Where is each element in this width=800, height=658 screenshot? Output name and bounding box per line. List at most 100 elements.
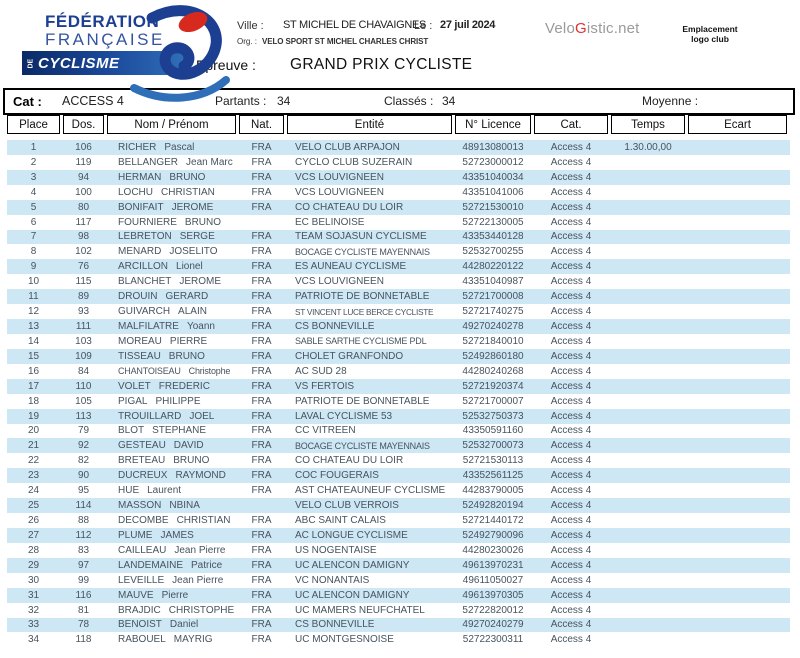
cell-nationality: FRA bbox=[251, 141, 272, 153]
cell-nom-prenom: CAILLEAU Jean Pierre bbox=[107, 545, 236, 556]
cell-nom-prenom: RICHER Pascal bbox=[107, 142, 236, 153]
rider-firstname: CHRISTIAN bbox=[176, 515, 231, 526]
rider-surname: LANDEMAINE bbox=[118, 559, 184, 571]
rider-surname: PIGAL bbox=[118, 395, 148, 407]
rider-firstname: DAVID bbox=[173, 440, 204, 452]
cell-licence: 49613970231 bbox=[462, 559, 524, 571]
cell-category: Access 4 bbox=[550, 350, 592, 362]
cell-place: 12 bbox=[27, 306, 40, 318]
table-row: 32 81 BRAJDIC CHRISTOPHE FRA UC MAMERS N… bbox=[7, 603, 790, 618]
rider-firstname: Lionel bbox=[176, 261, 203, 273]
cell-category: Access 4 bbox=[550, 365, 592, 377]
cell-licence: 43350591160 bbox=[462, 425, 524, 437]
cell-category: Access 4 bbox=[550, 141, 592, 153]
cell-licence: 52532700255 bbox=[462, 246, 524, 258]
rider-firstname: BRUNO bbox=[173, 455, 210, 467]
table-row: 29 97 LANDEMAINE Patrice FRA UC ALENCON … bbox=[7, 557, 790, 573]
rider-surname: DECOMBE bbox=[118, 515, 169, 526]
cell-club: UC MAMERS NEUFCHATEL bbox=[295, 604, 425, 616]
cell-dossard: 76 bbox=[77, 261, 90, 273]
cell-category: Access 4 bbox=[550, 395, 592, 407]
cell-licence: 49611050027 bbox=[462, 574, 524, 586]
cell-place: 13 bbox=[27, 321, 40, 333]
rider-surname: BLOT bbox=[118, 425, 145, 437]
cell-place: 16 bbox=[27, 365, 40, 377]
cell-place: 17 bbox=[27, 380, 40, 392]
rider-firstname: Jean Pierre bbox=[172, 574, 224, 586]
cell-nationality: FRA bbox=[251, 156, 272, 168]
cell-licence: 43351041006 bbox=[462, 186, 524, 198]
rider-surname: BENOIST bbox=[118, 619, 162, 631]
cell-club: PATRIOTE DE BONNETABLE bbox=[295, 395, 430, 407]
cell-dossard: 111 bbox=[75, 321, 92, 333]
partants-value: 34 bbox=[277, 94, 291, 108]
logo-text-de: DE bbox=[27, 58, 35, 68]
rider-surname: RABOUEL bbox=[118, 634, 166, 646]
cell-nationality: FRA bbox=[251, 201, 272, 213]
table-row: 27 112 PLUME JAMES FRA AC LONGUE CYCLISM… bbox=[7, 527, 790, 543]
cell-nationality: FRA bbox=[251, 246, 272, 258]
cell-nom-prenom: FOURNIERE BRUNO bbox=[107, 217, 236, 228]
cell-category: Access 4 bbox=[550, 186, 592, 198]
rider-surname: GESTEAU bbox=[118, 440, 166, 452]
cell-club: VC NONANTAIS bbox=[295, 574, 370, 586]
cell-place: 28 bbox=[27, 544, 40, 556]
cell-category: Access 4 bbox=[550, 380, 592, 392]
rider-surname: HUE bbox=[118, 485, 140, 497]
cell-category: Access 4 bbox=[550, 201, 592, 213]
cell-nom-prenom: BLOT STEPHANE bbox=[107, 425, 236, 436]
table-row: 22 82 BRETEAU BRUNO FRA CO CHATEAU DU LO… bbox=[7, 453, 790, 468]
cell-club: CC VITREEN bbox=[295, 425, 356, 437]
cell-place: 26 bbox=[27, 515, 40, 526]
rider-firstname: ALAIN bbox=[178, 306, 207, 318]
cell-dossard: 92 bbox=[77, 440, 90, 452]
cell-category: Access 4 bbox=[550, 246, 592, 258]
cell-dossard: 82 bbox=[77, 455, 90, 467]
cell-category: Access 4 bbox=[550, 604, 592, 616]
rider-surname: HERMAN bbox=[118, 171, 162, 183]
cell-club: BOCAGE CYCLISTE MAYENNAIS bbox=[295, 440, 430, 451]
cell-nationality: FRA bbox=[251, 619, 272, 631]
col-header-dossard: Dos. bbox=[63, 115, 104, 134]
classes-label: Classés : bbox=[384, 94, 434, 108]
rider-surname: LOCHU bbox=[118, 186, 154, 198]
cell-licence: 52492820194 bbox=[462, 500, 524, 512]
cell-place: 18 bbox=[27, 395, 40, 407]
cell-club: CO CHATEAU DU LOIR bbox=[295, 201, 404, 213]
rider-firstname: FREDERIC bbox=[158, 380, 210, 392]
cell-category: Access 4 bbox=[550, 485, 592, 497]
rider-surname: BRAJDIC bbox=[118, 604, 161, 616]
cell-licence: 52721700007 bbox=[462, 395, 524, 407]
cell-licence: 52721530113 bbox=[462, 455, 524, 467]
cell-nationality: FRA bbox=[251, 515, 272, 526]
cell-category: Access 4 bbox=[550, 559, 592, 571]
table-row: 28 83 CAILLEAU Jean Pierre FRA US NOGENT… bbox=[7, 543, 790, 558]
cell-licence: 44280230026 bbox=[462, 544, 524, 556]
cell-club: AST CHATEAUNEUF CYCLISME bbox=[295, 485, 446, 497]
cell-place: 6 bbox=[30, 216, 37, 228]
cell-club: CHOLET GRANFONDO bbox=[295, 350, 404, 362]
table-row: 12 93 GUIVARCH ALAIN FRA ST VINCENT LUCE… bbox=[7, 304, 790, 319]
rider-surname: MALFILATRE bbox=[118, 321, 179, 333]
cell-category: Access 4 bbox=[550, 589, 592, 601]
cell-category: Access 4 bbox=[550, 634, 592, 646]
col-header-nat: Nat. bbox=[239, 115, 284, 134]
cell-nationality: FRA bbox=[251, 365, 272, 377]
cell-licence: 52722820012 bbox=[462, 604, 524, 616]
cell-place: 9 bbox=[30, 261, 37, 273]
date-value: 27 juil 2024 bbox=[440, 19, 496, 31]
cell-club: VCS LOUVIGNEEN bbox=[295, 276, 384, 288]
cell-category: Access 4 bbox=[550, 619, 592, 631]
rider-surname: CAILLEAU bbox=[118, 544, 167, 556]
cell-dossard: 95 bbox=[77, 485, 90, 497]
cell-dossard: 84 bbox=[77, 365, 90, 377]
cell-dossard: 99 bbox=[77, 574, 90, 586]
logo-text-francaise: FRANÇAISE bbox=[45, 30, 165, 49]
cell-club: COC FOUGERAIS bbox=[295, 470, 379, 482]
cell-club: BOCAGE CYCLISTE MAYENNAIS bbox=[295, 246, 430, 257]
cell-licence: 49613970305 bbox=[462, 589, 524, 601]
cat-label: Cat : bbox=[13, 94, 42, 109]
cell-category: Access 4 bbox=[550, 410, 592, 422]
cell-nationality: FRA bbox=[251, 231, 272, 243]
col-header-nom: Nom / Prénom bbox=[107, 115, 236, 134]
